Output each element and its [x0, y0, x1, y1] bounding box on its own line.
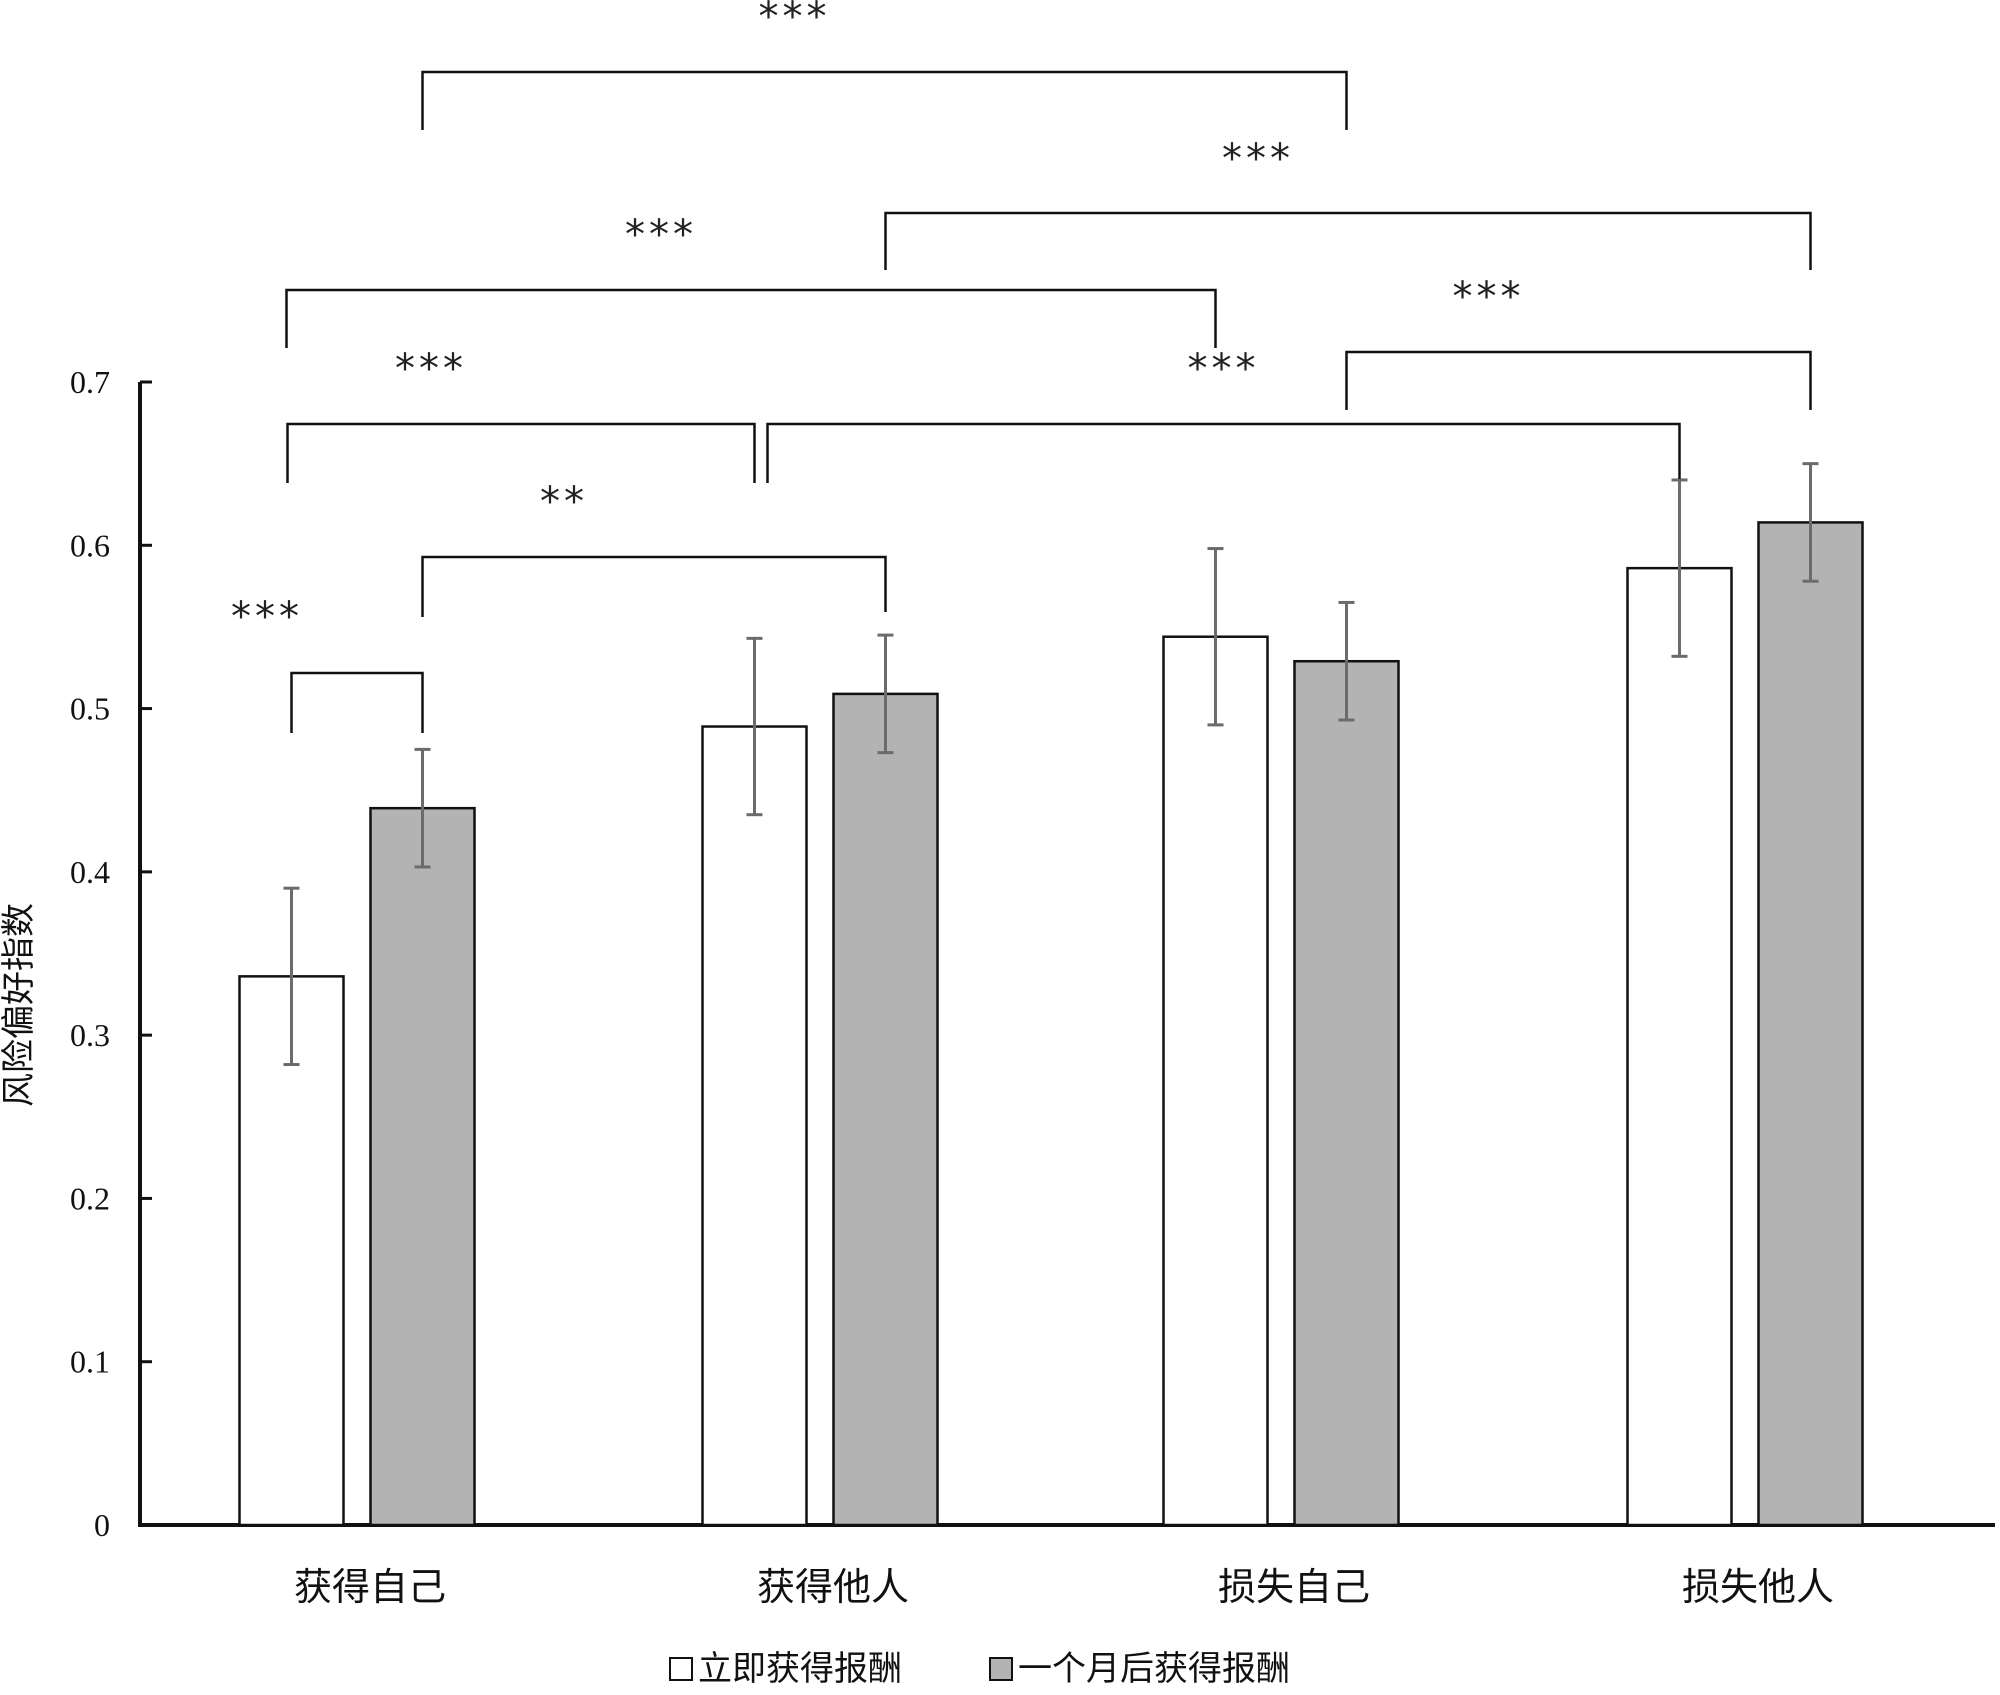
significance-label: ***: [395, 346, 467, 392]
significance-bracket: [286, 422, 756, 483]
legend-label: 立即获得报酬: [698, 1649, 902, 1689]
bar: [1757, 521, 1864, 1527]
significance-label: ***: [1188, 346, 1260, 392]
legend-swatch: [669, 1657, 693, 1681]
y-tick-label: 0.6: [70, 527, 110, 563]
significance-label: **: [540, 479, 588, 525]
significance-bracket: [884, 211, 1812, 270]
y-tick-label: 0.5: [70, 691, 110, 727]
significance-bracket: [285, 288, 1217, 348]
x-category-label: 获得他人: [757, 1565, 909, 1609]
significance-label: ***: [1453, 274, 1525, 320]
significance-label: ***: [759, 0, 831, 40]
significance-bracket: [766, 422, 1681, 483]
y-tick-label: 0: [94, 1507, 110, 1543]
y-tick-label: 0.1: [70, 1344, 110, 1380]
y-tick-label: 0.4: [70, 854, 110, 890]
y-axis-label: 风险偏好指数: [0, 903, 39, 1107]
significance-bracket: [290, 671, 424, 733]
y-tick-label: 0.2: [70, 1180, 110, 1216]
x-category-label: 损失自己: [1218, 1565, 1370, 1609]
x-category-label: 获得自己: [294, 1565, 446, 1609]
significance-label: ***: [625, 212, 697, 258]
bars: [238, 521, 1864, 1527]
x-axis-categories: 获得自己 获得他人 损失自己 损失他人: [294, 1565, 1834, 1609]
legend-swatch: [989, 1657, 1013, 1681]
significance-bracket: [421, 555, 887, 617]
bar: [1293, 659, 1400, 1527]
legend: 立即获得报酬 一个月后获得报酬: [669, 1649, 1290, 1689]
bar: [369, 806, 476, 1527]
bar: [832, 692, 939, 1527]
legend-label: 一个月后获得报酬: [1018, 1649, 1290, 1689]
bar: [1162, 635, 1269, 1527]
x-category-label: 损失他人: [1682, 1565, 1834, 1609]
significance-bracket: [421, 70, 1348, 130]
significance-label: ***: [231, 594, 303, 640]
significance-bracket: [1345, 350, 1812, 410]
significance-label: ***: [1222, 136, 1294, 182]
error-bars: [283, 462, 1819, 1067]
bar: [1626, 566, 1733, 1527]
y-tick-label: 0.3: [70, 1017, 110, 1053]
y-tick-label: 0.7: [70, 364, 110, 400]
significance-brackets: ******** ***************: [231, 0, 1812, 733]
bar: [701, 725, 808, 1527]
